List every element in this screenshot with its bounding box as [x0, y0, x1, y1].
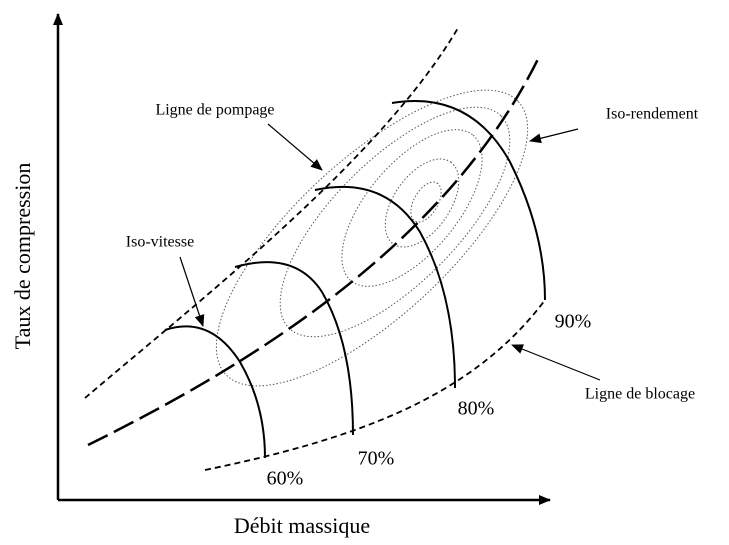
surge-label: Ligne de pompage [155, 102, 274, 119]
x-axis-label: Débit massique [234, 513, 370, 538]
choke-line [204, 299, 546, 471]
speed-value: 80% [458, 398, 495, 420]
speed-value: 60% [267, 468, 304, 490]
choke-label: Ligne de blocage [585, 386, 695, 403]
iso-speed-lines [164, 100, 546, 459]
annotation-arrows [179, 123, 601, 381]
surge-line [84, 27, 459, 399]
speed-label: Iso-vitesse [126, 234, 194, 251]
operating-line [87, 54, 542, 447]
speed-value: 70% [358, 448, 395, 470]
speed-value: 90% [555, 311, 592, 333]
y-axis-label: Taux de compression [10, 163, 35, 350]
efficiency-label: Iso-rendement [606, 106, 699, 123]
